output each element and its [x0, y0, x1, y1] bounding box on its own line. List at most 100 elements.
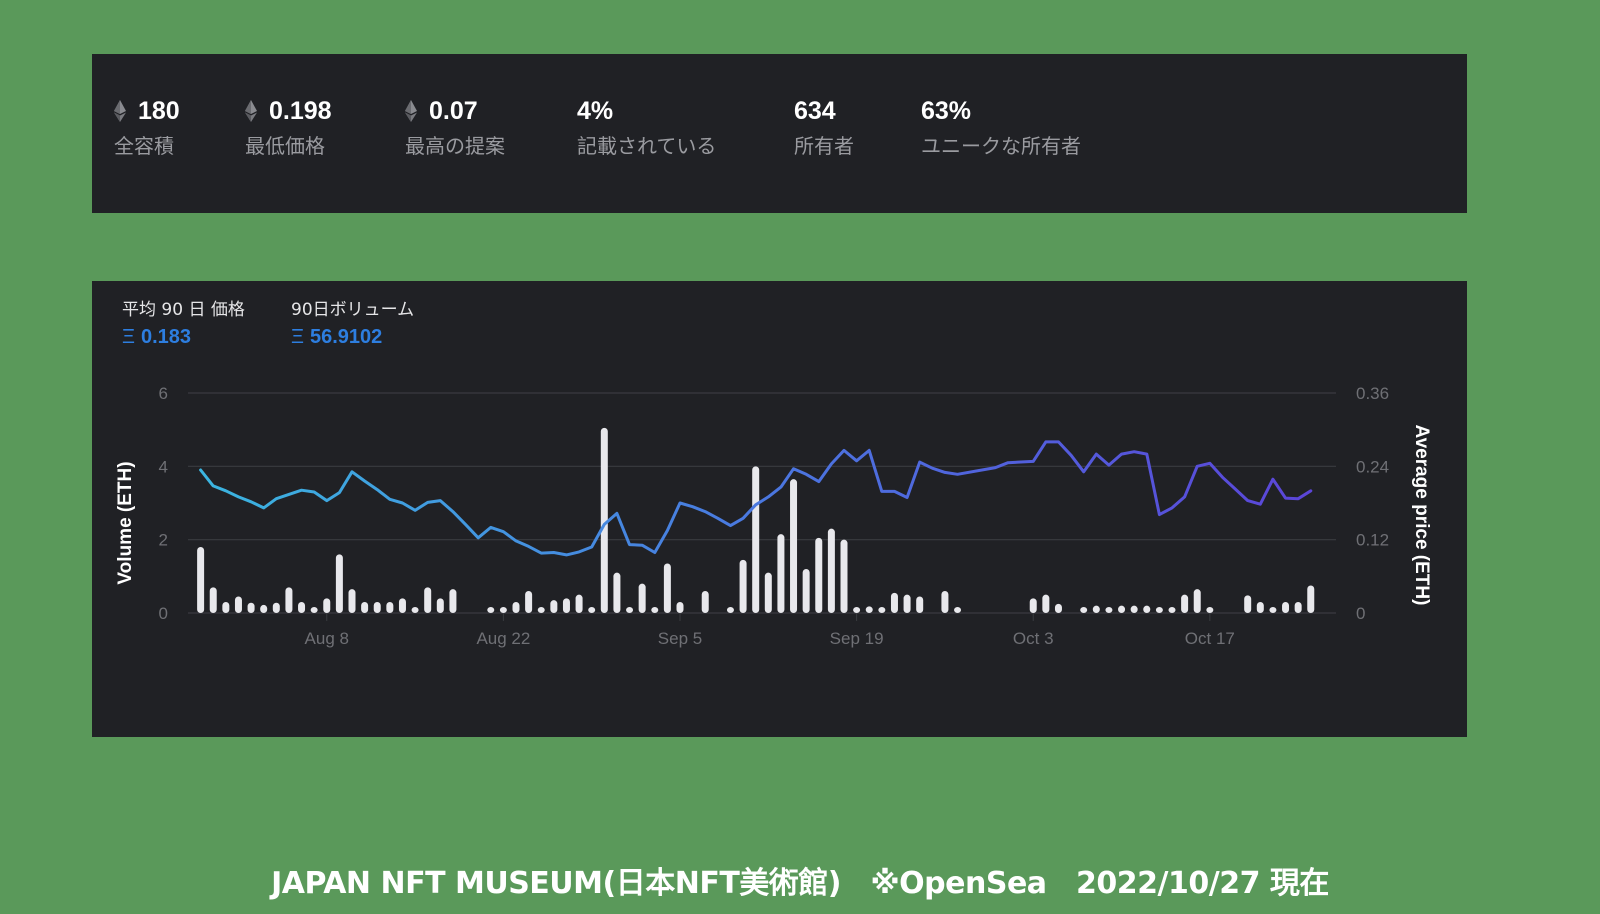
volume-bar[interactable]	[626, 607, 634, 613]
volume-bar[interactable]	[701, 591, 709, 613]
volume-bar[interactable]	[1256, 602, 1264, 613]
volume-bar[interactable]	[588, 607, 596, 613]
volume-bar[interactable]	[651, 607, 659, 613]
volume-bar[interactable]	[298, 602, 306, 613]
volume-bar[interactable]	[398, 598, 406, 613]
volume-bar[interactable]	[916, 596, 924, 614]
volume-bar[interactable]	[663, 563, 671, 614]
volume-bar[interactable]	[1029, 598, 1037, 613]
x-tick-label: Oct 17	[1185, 629, 1235, 648]
volume-bar[interactable]	[752, 466, 760, 613]
volume-bar[interactable]	[575, 594, 583, 613]
volume-bar[interactable]	[1130, 605, 1138, 613]
volume-bar[interactable]	[1294, 602, 1302, 613]
y2-axis-title: Average price (ETH)	[1411, 425, 1432, 606]
stat-label: 記載されている	[577, 134, 717, 158]
volume-bar[interactable]	[903, 594, 911, 613]
stat-value: 0.198	[269, 96, 332, 125]
volume-bar[interactable]	[638, 583, 646, 613]
eth-symbol-icon: Ξ	[122, 326, 135, 348]
stat-value: 4%	[577, 96, 614, 125]
x-tick-label: Sep 5	[658, 629, 702, 648]
avg-price-label: 平均 90 日 価格	[122, 300, 245, 320]
volume-label: 90日ボリューム	[291, 300, 415, 320]
volume-bar[interactable]	[941, 591, 949, 613]
volume-bar[interactable]	[840, 539, 848, 613]
volume-bar[interactable]	[1206, 607, 1214, 613]
y-tick-label: 6	[159, 384, 168, 403]
volume-bar[interactable]	[1054, 603, 1062, 613]
volume-bar[interactable]	[613, 572, 621, 613]
volume-bar[interactable]	[335, 554, 343, 613]
avg-price-line[interactable]	[199, 440, 1313, 557]
volume-bar[interactable]	[1118, 605, 1126, 613]
volume-bar[interactable]	[197, 547, 205, 613]
volume-bar[interactable]	[234, 596, 242, 614]
volume-bar[interactable]	[222, 602, 230, 613]
volume-bar[interactable]	[1092, 605, 1100, 613]
volume-bar[interactable]	[323, 598, 331, 613]
footer-caption: JAPAN NFT MUSEUM(日本NFT美術館) ※OpenSea 2022…	[271, 866, 1329, 901]
volume-bar[interactable]	[373, 602, 381, 613]
volume-bar[interactable]	[209, 587, 217, 613]
volume-bar[interactable]	[790, 479, 798, 613]
ethereum-icon	[114, 100, 126, 122]
stat-item: 180 全容積	[114, 96, 180, 159]
volume-bar[interactable]	[1269, 607, 1277, 613]
volume-bar[interactable]	[272, 602, 280, 613]
volume-bar[interactable]	[1155, 607, 1163, 613]
volume-bar[interactable]	[1080, 607, 1088, 613]
volume-bar[interactable]	[424, 587, 432, 613]
volume-bar[interactable]	[1244, 595, 1252, 613]
volume-bar[interactable]	[815, 537, 823, 613]
volume-bar[interactable]	[247, 602, 255, 613]
volume-bar[interactable]	[739, 559, 747, 613]
avg-price-value-row: Ξ 0.183	[122, 326, 245, 349]
volume-bar[interactable]	[550, 600, 558, 613]
volume-bar[interactable]	[676, 602, 684, 613]
volume-bar[interactable]	[310, 607, 318, 613]
volume-bar[interactable]	[1168, 607, 1176, 613]
volume-bar[interactable]	[386, 602, 394, 613]
volume-bar[interactable]	[411, 607, 419, 613]
volume-bar[interactable]	[512, 602, 520, 613]
volume-bar[interactable]	[1193, 589, 1201, 613]
volume-bar[interactable]	[764, 572, 772, 613]
volume-bar[interactable]	[865, 606, 873, 613]
stat-value-row: 180	[114, 96, 180, 126]
volume-bar[interactable]	[853, 607, 861, 613]
volume-bar[interactable]	[537, 607, 545, 613]
stat-value: 63%	[921, 96, 972, 125]
volume-bar[interactable]	[562, 598, 570, 613]
volume-bar[interactable]	[361, 602, 369, 613]
y2-tick-label: 0.24	[1356, 457, 1389, 476]
volume-bar[interactable]	[525, 591, 533, 613]
stat-item: 634 所有者	[794, 96, 854, 159]
volume-bar[interactable]	[449, 589, 457, 613]
volume-bar[interactable]	[260, 604, 268, 613]
stat-value-row: 0.07	[405, 96, 505, 126]
volume-bar[interactable]	[487, 607, 495, 613]
stat-item: 4% 記載されている	[577, 96, 716, 159]
volume-bar[interactable]	[802, 569, 810, 613]
y-tick-label: 2	[159, 531, 168, 550]
volume-bar[interactable]	[348, 589, 356, 613]
stat-item: 0.07 最高の提案	[405, 96, 505, 159]
volume-bar[interactable]	[436, 598, 444, 613]
volume-bar[interactable]	[499, 607, 507, 613]
volume-bar[interactable]	[777, 534, 785, 613]
volume-bar[interactable]	[954, 607, 962, 613]
volume-bar[interactable]	[890, 592, 898, 613]
volume-bar[interactable]	[1282, 602, 1290, 613]
volume-bar[interactable]	[600, 427, 608, 613]
volume-bar[interactable]	[1307, 585, 1315, 614]
volume-bar[interactable]	[726, 607, 734, 613]
volume-bar[interactable]	[1105, 607, 1113, 613]
volume-bar[interactable]	[827, 528, 835, 613]
volume-bar[interactable]	[878, 607, 886, 613]
volume-bar[interactable]	[285, 587, 293, 613]
volume-bar[interactable]	[1181, 594, 1189, 613]
volume-bar[interactable]	[1143, 605, 1151, 613]
volume-bar[interactable]	[1042, 594, 1050, 613]
stat-item: 0.198 最低価格	[245, 96, 332, 159]
